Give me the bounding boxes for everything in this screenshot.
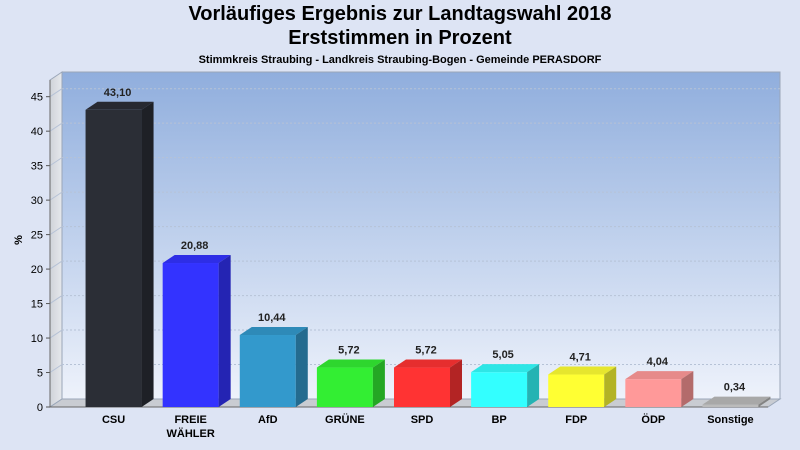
- data-label: 4,04: [647, 356, 669, 368]
- x-tick-label: GRÜNE: [325, 413, 365, 426]
- bar-top: [394, 359, 462, 368]
- bar-side: [527, 364, 540, 407]
- x-tick-label: BP: [491, 414, 506, 426]
- chart-subtitle: Stimmkreis Straubing - Landkreis Straubi…: [198, 54, 602, 66]
- bar: [316, 367, 373, 407]
- bar: [85, 109, 142, 407]
- grid-lines: [49, 88, 780, 373]
- grid-line-wall: [49, 295, 63, 304]
- bar-top: [316, 359, 385, 368]
- chart-title-line1: Vorläufiges Ergebnis zur Landtagswahl 20…: [188, 3, 612, 25]
- x-tick-label: FREIE: [174, 414, 206, 426]
- y-tick-label: 40: [31, 126, 43, 138]
- y-tick-label: 20: [31, 264, 43, 276]
- bars: [85, 101, 771, 407]
- grid-line-wall: [49, 191, 63, 201]
- bar: [548, 374, 605, 407]
- x-tick-label: ÖDP: [641, 413, 665, 426]
- grid-line-wall: [49, 226, 63, 236]
- plot-background: [48, 71, 782, 408]
- y-tick-label: 45: [31, 92, 43, 104]
- x-tick-label: CSU: [102, 414, 125, 426]
- grid-line-wall: [49, 260, 63, 270]
- bar-top: [625, 371, 694, 380]
- bar-top: [85, 101, 154, 110]
- data-label: 43,10: [104, 87, 132, 99]
- bar: [394, 367, 450, 407]
- x-tick-label: Sonstige: [707, 414, 753, 426]
- y-tick-label: 5: [37, 368, 43, 380]
- data-label: 20,88: [181, 240, 209, 252]
- bar-side: [218, 255, 231, 407]
- bar-side: [450, 359, 462, 407]
- data-label: 5,72: [415, 345, 436, 357]
- bar: [162, 263, 219, 407]
- y-tick-label: 25: [31, 230, 43, 242]
- grid-line-wall: [49, 364, 63, 373]
- y-tick-label: 10: [31, 333, 43, 345]
- bar: [471, 372, 528, 407]
- bar-side: [681, 371, 694, 407]
- bar-side: [372, 359, 385, 407]
- x-tick-label: SPD: [411, 414, 434, 426]
- data-label: 0,34: [724, 382, 746, 394]
- bar-top: [162, 255, 231, 264]
- data-label: 10,44: [258, 312, 286, 324]
- x-tick-label: FDP: [565, 414, 587, 426]
- y-tick-label: 30: [31, 195, 43, 207]
- bar-top: [471, 364, 540, 373]
- data-label: 5,72: [338, 345, 359, 357]
- chart-title-line2: Erststimmen in Prozent: [288, 27, 512, 49]
- y-tick-label: 0: [37, 402, 43, 414]
- x-tick-label: WÄHLER: [167, 427, 215, 440]
- grid-line-wall: [49, 329, 63, 339]
- bar-side: [141, 101, 154, 407]
- grid-line-wall: [49, 122, 63, 132]
- grid-line-wall: [49, 157, 63, 167]
- bar-top: [548, 366, 617, 375]
- bar-side: [758, 396, 771, 407]
- data-label: 5,05: [492, 349, 513, 361]
- bar-top: [239, 327, 308, 336]
- bar-side: [295, 327, 308, 407]
- y-tick-label: 35: [31, 161, 43, 173]
- data-label: 4,71: [570, 352, 591, 364]
- grid-line-wall: [49, 88, 63, 98]
- y-axis-label: %: [13, 235, 25, 245]
- y-tick-label: 15: [31, 299, 43, 311]
- bar-side: [604, 366, 617, 407]
- bar-top: [702, 396, 771, 405]
- bar: [625, 379, 682, 407]
- x-tick-label: AfD: [258, 414, 278, 426]
- bar: [702, 404, 759, 407]
- plot-left-wall: [49, 71, 63, 408]
- bar: [239, 335, 296, 407]
